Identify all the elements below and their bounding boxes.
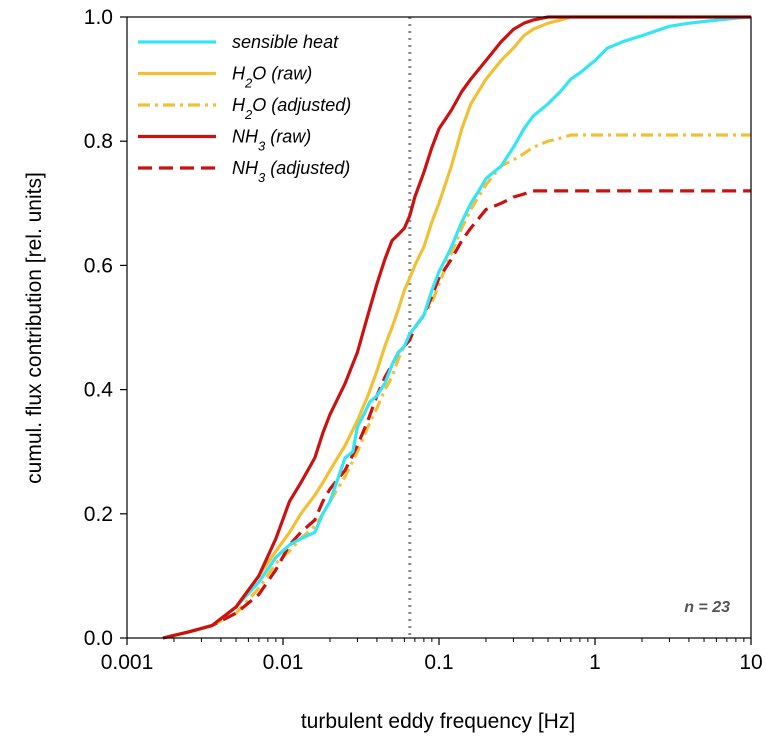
legend-label: H2O (adjusted) xyxy=(232,95,351,122)
y-tick-label: 1.0 xyxy=(84,6,113,29)
y-tick-label: 0.2 xyxy=(84,503,113,526)
legend-label: NH3 (raw) xyxy=(232,127,311,154)
x-tick-label: 10 xyxy=(739,651,762,674)
x-tick-labels: 0.001 0.01 0.1 1 10 xyxy=(101,651,763,674)
legend-label: H2O (raw) xyxy=(232,64,312,91)
series-line xyxy=(162,15,752,640)
x-tick-label: 0.01 xyxy=(263,651,304,674)
legend-label: NH3 (adjusted) xyxy=(232,158,350,185)
series-line xyxy=(162,15,751,640)
plot-frame xyxy=(126,16,752,639)
legend-label: sensible heat xyxy=(232,32,339,52)
y-axis-label: cumul. flux contribution [rel. units] xyxy=(23,172,46,484)
x-tick-label: 1 xyxy=(589,651,601,674)
sample-count-annotation: n = 23 xyxy=(684,599,730,616)
x-tick-label: 0.1 xyxy=(424,651,453,674)
y-tick-labels: 0.0 0.2 0.4 0.6 0.8 1.0 xyxy=(84,6,114,650)
y-tick-label: 0.0 xyxy=(84,627,113,650)
y-tick-label: 0.8 xyxy=(84,130,113,153)
axis-ticks xyxy=(120,16,752,645)
series-line xyxy=(162,133,751,640)
y-tick-label: 0.6 xyxy=(84,254,113,277)
x-axis-label: turbulent eddy frequency [Hz] xyxy=(301,710,575,733)
y-tick-label: 0.4 xyxy=(84,379,114,402)
legend: sensible heat H2O (raw) H2O (adjusted) NH3 … xyxy=(138,32,351,185)
series-line xyxy=(162,189,751,640)
x-tick-label: 0.001 xyxy=(101,651,154,674)
